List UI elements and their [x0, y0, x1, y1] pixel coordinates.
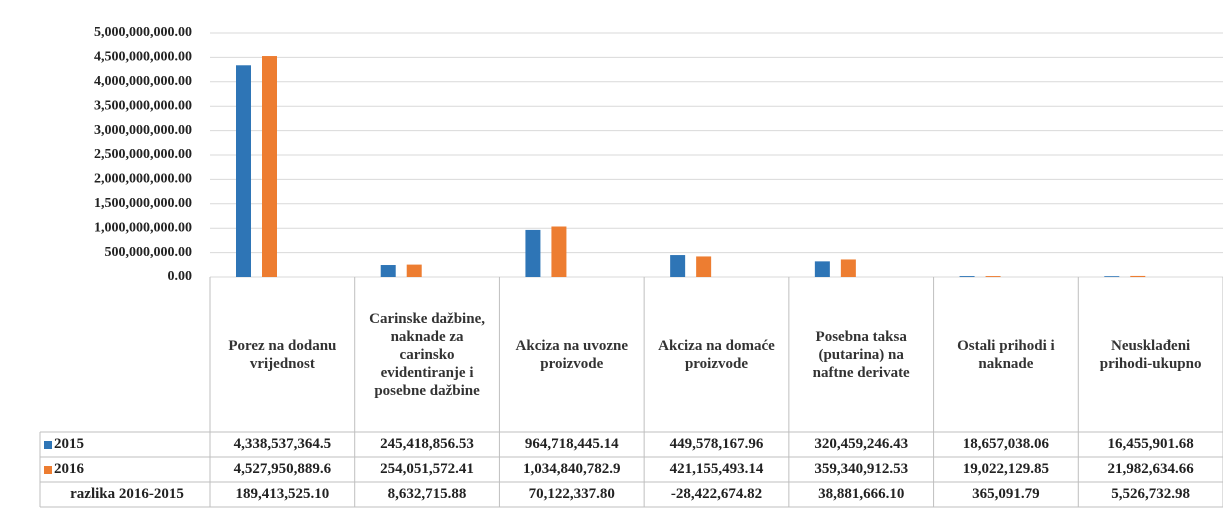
table-cell: 16,455,901.68 — [1107, 436, 1194, 452]
table-cell: -28,422,674.82 — [670, 486, 763, 502]
category-label: Neusklađeni prihodi-ukupno — [1099, 337, 1202, 372]
table-cell: 8,632,715.88 — [387, 486, 467, 502]
category-label: Akciza na domaće proizvode — [658, 337, 775, 372]
bar — [696, 256, 712, 277]
bar — [814, 261, 830, 277]
y-tick-label: 1,500,000,000.00 — [94, 196, 192, 211]
row-header: 2016 — [40, 457, 210, 482]
table-cell: 4,527,950,889.6 — [233, 461, 332, 477]
table-cell: 964,718,445.14 — [524, 436, 619, 452]
y-tick-label: 5,000,000,000.00 — [94, 25, 192, 40]
bar — [525, 229, 541, 277]
y-tick-label: 2,500,000,000.00 — [94, 147, 192, 162]
y-tick-label: 0.00 — [168, 269, 193, 284]
table-cell: 38,881,666.10 — [818, 486, 905, 502]
category-label: Posebna taksa (putarina) na naftne deriv… — [812, 328, 910, 381]
table-cell: 365,091.79 — [972, 486, 1040, 502]
table-cell: 189,413,525.10 — [235, 486, 330, 502]
bar — [551, 226, 567, 277]
table-cell: 18,657,038.06 — [962, 436, 1050, 452]
bar — [840, 259, 856, 277]
bar — [262, 56, 277, 277]
bar — [1130, 275, 1146, 277]
legend-label: 2016 — [54, 461, 84, 477]
bar — [959, 276, 975, 277]
y-tick-label: 500,000,000.00 — [105, 245, 193, 260]
table-cell: 421,155,493.14 — [669, 461, 764, 477]
category-label: Porez na dodanu vrijednost — [228, 337, 337, 372]
row-header: 2015 — [40, 432, 210, 457]
table-cell: 19,022,129.85 — [962, 461, 1050, 477]
table-cell: 359,340,912.53 — [814, 461, 909, 477]
table-cell: 4,338,537,364.5 — [233, 436, 332, 452]
category-label: Ostali prihodi i naknade — [957, 337, 1055, 372]
bar — [670, 255, 686, 277]
y-tick-label: 4,000,000,000.00 — [94, 74, 192, 89]
table-cell: 254,051,572.41 — [380, 461, 474, 477]
table-cell: 245,418,856.53 — [380, 436, 474, 452]
bar — [406, 264, 422, 277]
table-cell: 449,578,167.96 — [669, 436, 764, 452]
bar — [236, 65, 251, 277]
table-cell: 70,122,337.80 — [528, 486, 615, 502]
legend-key — [44, 440, 52, 449]
bar — [985, 276, 1001, 277]
table-cell: 5,526,732.98 — [1111, 486, 1190, 502]
row-header: razlika 2016-2015 — [40, 482, 210, 507]
y-tick-label: 3,000,000,000.00 — [94, 123, 192, 138]
category-label: Akciza na uvozne proizvode — [515, 337, 629, 372]
legend-label: razlika 2016-2015 — [70, 486, 184, 502]
bar — [380, 265, 396, 277]
y-tick-label: 3,500,000,000.00 — [94, 98, 192, 113]
bar — [1104, 276, 1120, 277]
y-tick-label: 2,000,000,000.00 — [94, 172, 192, 187]
y-tick-label: 4,500,000,000.00 — [94, 50, 192, 65]
table-cell: 21,982,634.66 — [1107, 461, 1194, 477]
legend-key — [44, 465, 52, 474]
category-label: Carinske dažbine, naknade za carinsko ev… — [369, 310, 485, 399]
y-tick-label: 1,000,000,000.00 — [94, 220, 192, 235]
table-cell: 320,459,246.43 — [814, 436, 909, 452]
legend-label: 2015 — [54, 436, 84, 452]
table-cell: 1,034,840,782.9 — [523, 461, 621, 477]
